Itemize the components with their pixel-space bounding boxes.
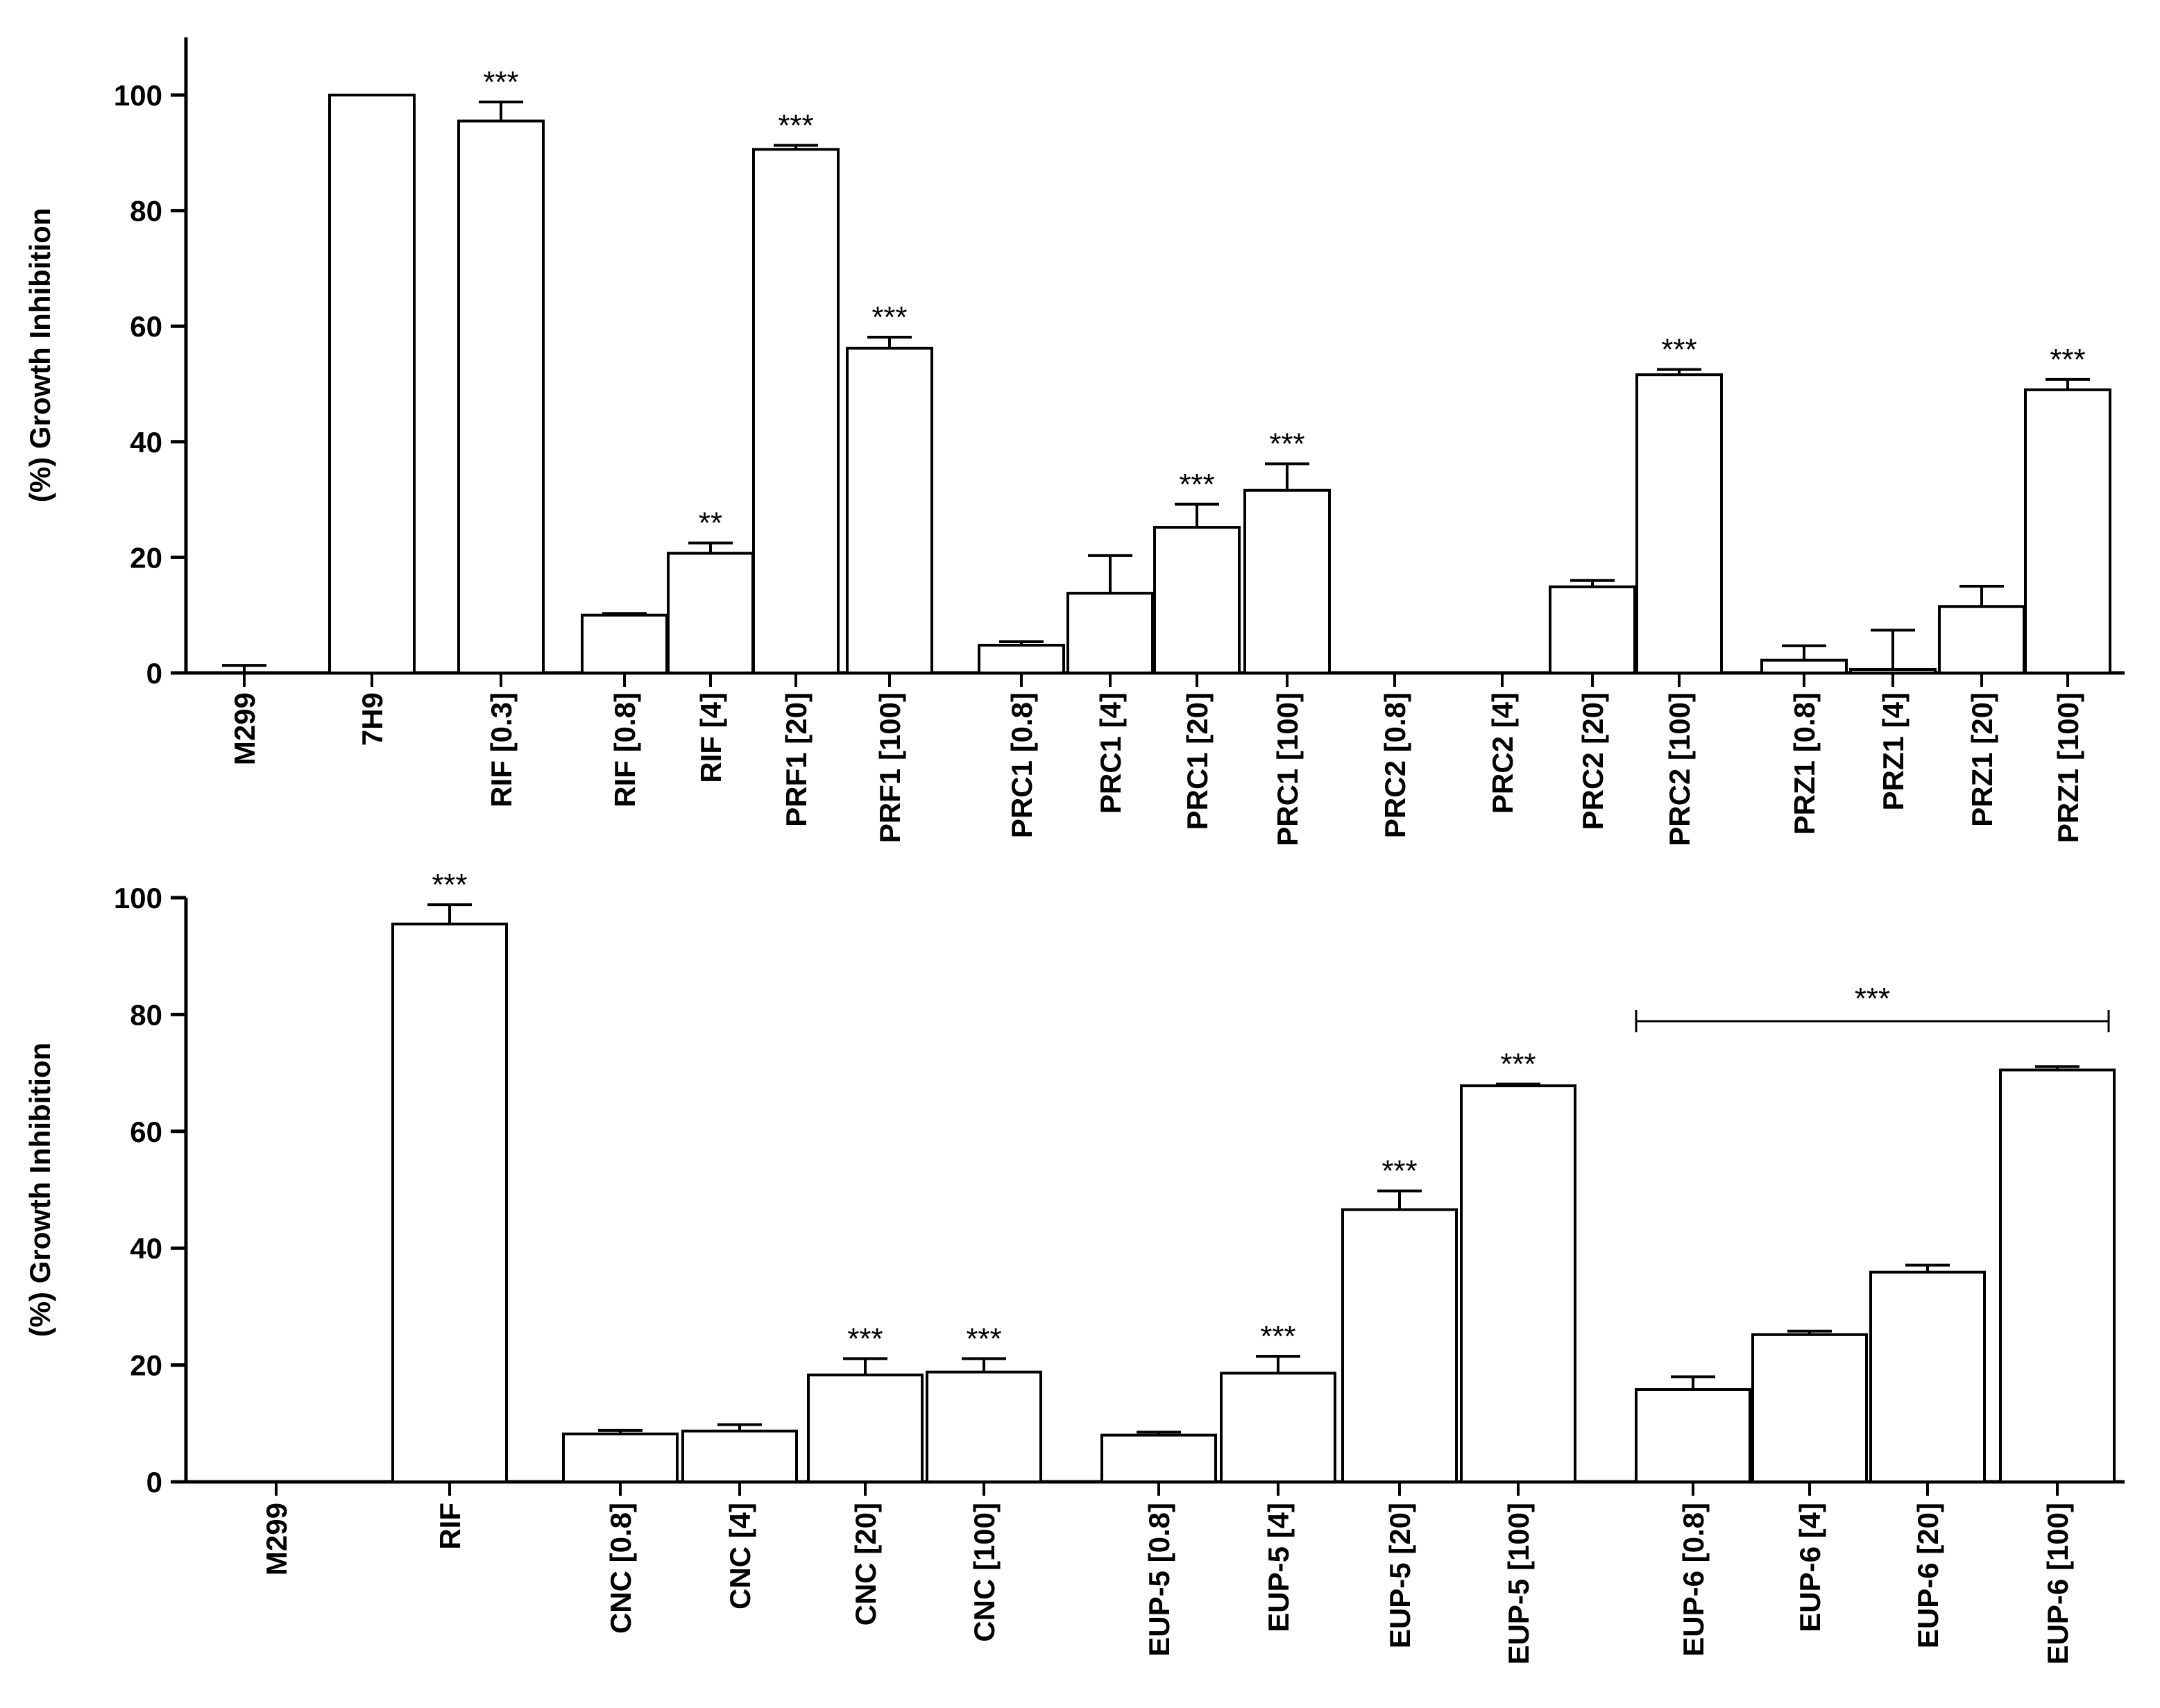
category-label: PRF1 [20] <box>780 692 813 827</box>
bar <box>752 148 840 674</box>
y-tick-label: 20 <box>130 541 162 574</box>
category-label: EUP-5 [4] <box>1262 1503 1295 1632</box>
category-label: CNC [4] <box>724 1503 756 1609</box>
bar <box>1460 1084 1576 1483</box>
significance-label: *** <box>1500 1048 1536 1082</box>
bar <box>581 613 668 675</box>
category-label: CNC [100] <box>968 1503 1001 1642</box>
y-tick-label: 60 <box>130 1116 162 1148</box>
significance-label: *** <box>871 300 907 334</box>
category-label: PRC1 [0.8] <box>1005 692 1038 838</box>
bar <box>391 922 508 1483</box>
significance-label: *** <box>1381 1154 1417 1188</box>
bracket-label: *** <box>1855 982 1890 1016</box>
category-label: CNC [20] <box>849 1503 882 1625</box>
y-tick-label: 80 <box>130 998 162 1031</box>
top-bar-chart: 0 20 40 60 80 100 (%) Growth Inhibition M299 7H9… <box>24 37 2125 846</box>
category-label: PRC2 [4] <box>1486 692 1519 814</box>
significance-label: *** <box>847 1322 883 1356</box>
category-label: EUP-6 [100] <box>2041 1503 2074 1664</box>
bar <box>1341 1208 1458 1484</box>
y-tick-label: 100 <box>114 882 162 914</box>
category-label: RIF [0.3] <box>485 692 518 808</box>
significance-label: *** <box>483 65 518 99</box>
category-label: PRC2 [20] <box>1576 692 1609 830</box>
y-tick-label: 0 <box>146 1466 162 1498</box>
category-label: M299 <box>228 692 261 765</box>
significance-label: *** <box>1661 333 1696 367</box>
category-label: PRF1 [100] <box>874 692 906 843</box>
bar <box>328 94 416 674</box>
bar <box>978 644 1065 674</box>
category-label: PRC1 [100] <box>1271 692 1304 846</box>
bar <box>1066 592 1154 675</box>
bar <box>846 346 933 674</box>
category-label: CNC [0.8] <box>604 1503 637 1634</box>
y-tick-label: 60 <box>130 310 162 343</box>
category-label: PRZ1 [4] <box>1877 692 1910 810</box>
category-label: PRC2 [100] <box>1663 692 1696 846</box>
significance-label: *** <box>2050 343 2085 377</box>
y-axis-title: (%) Growth Inhibition <box>24 1043 56 1338</box>
bar <box>1849 668 1937 675</box>
bar <box>1549 585 1636 674</box>
category-label: PRZ1 [0.8] <box>1788 692 1821 835</box>
bar <box>1938 605 2025 675</box>
category-label: PRC2 [0.8] <box>1379 692 1411 838</box>
bar <box>1999 1068 2116 1483</box>
y-tick-label: 100 <box>114 79 162 112</box>
category-label: EUP-6 [20] <box>1912 1503 1944 1648</box>
y-tick-label: 80 <box>130 195 162 228</box>
bottom-bar-chart: 0 20 40 60 80 100 (%) Growth Inhibition M299 ***… <box>24 868 2125 1664</box>
bar <box>1751 1333 1868 1484</box>
bar <box>1760 658 1848 675</box>
category-label: EUP-5 [0.8] <box>1143 1503 1175 1657</box>
bar <box>1153 526 1241 674</box>
bar <box>457 119 545 675</box>
bar <box>1869 1270 1986 1484</box>
y-axis-title: (%) Growth Inhibition <box>24 208 56 503</box>
category-label: EUP-6 [4] <box>1794 1503 1826 1632</box>
y-tick-label: 20 <box>130 1349 162 1382</box>
category-label: RIF [4] <box>695 692 727 783</box>
bar <box>926 1370 1042 1483</box>
category-label: 7H9 <box>356 692 389 746</box>
bar <box>807 1373 924 1483</box>
category-label: PRZ1 [20] <box>1966 692 1998 827</box>
category-label: EUP-5 [20] <box>1384 1503 1416 1648</box>
bar <box>1220 1372 1336 1483</box>
significance-label: *** <box>778 108 813 142</box>
category-label: RIF <box>434 1503 466 1550</box>
bar <box>1635 373 1723 674</box>
significance-label: *** <box>1269 427 1304 461</box>
bar <box>667 552 754 674</box>
bar <box>1243 488 1331 674</box>
bar <box>562 1432 679 1484</box>
y-tick-label: 0 <box>146 657 162 690</box>
bar <box>2024 388 2111 675</box>
significance-label: *** <box>432 868 467 902</box>
bar <box>1100 1433 1217 1483</box>
category-label: RIF [0.8] <box>609 692 641 808</box>
significance-label: *** <box>966 1322 1001 1356</box>
category-label: PRC1 [20] <box>1181 692 1214 830</box>
y-tick-label: 40 <box>130 1232 162 1265</box>
significance-label: ** <box>699 506 722 540</box>
category-label: PRC1 [4] <box>1094 692 1127 814</box>
category-label: EUP-6 [0.8] <box>1677 1503 1710 1657</box>
category-label: PRZ1 [100] <box>2052 692 2084 843</box>
significance-label: *** <box>1179 468 1214 502</box>
bar <box>1635 1387 1751 1483</box>
category-label: EUP-5 [100] <box>1502 1503 1535 1664</box>
bar <box>681 1429 798 1484</box>
y-tick-label: 40 <box>130 426 162 459</box>
category-label: M299 <box>260 1503 293 1575</box>
significance-label: *** <box>1260 1320 1295 1353</box>
